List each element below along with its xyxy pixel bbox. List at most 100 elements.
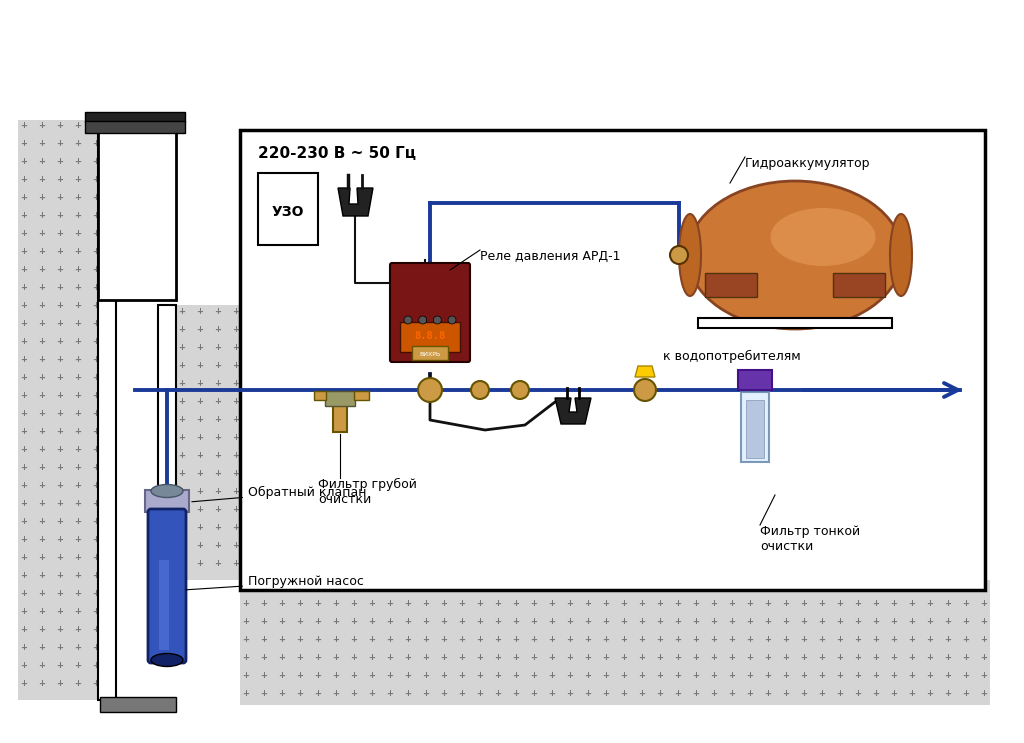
Text: +: + [56,608,63,617]
Text: +: + [197,415,204,424]
Text: +: + [39,302,45,311]
Text: +: + [197,325,204,334]
Text: +: + [782,690,790,698]
Text: +: + [197,432,204,441]
Text: +: + [728,654,735,663]
Text: +: + [891,635,897,644]
Text: +: + [585,600,592,609]
Text: +: + [232,415,240,424]
Text: +: + [20,518,28,527]
Text: +: + [728,635,735,644]
Text: +: + [350,654,357,663]
Ellipse shape [151,484,183,498]
Text: +: + [927,600,934,609]
Text: +: + [39,608,45,617]
Bar [412,346,449,360]
Text: +: + [75,427,82,436]
Text: +: + [908,635,915,644]
Text: Погружной насос: Погружной насос [185,576,364,590]
Text: +: + [56,319,63,328]
Text: +: + [92,374,99,383]
Text: +: + [20,140,28,149]
Text: +: + [92,193,99,203]
Text: +: + [927,582,934,591]
Text: +: + [459,600,466,609]
Text: +: + [161,540,168,550]
Text: +: + [495,600,502,609]
Text: +: + [476,690,483,698]
Ellipse shape [151,654,183,666]
Text: +: + [39,481,45,490]
Text: +: + [963,635,970,644]
Text: +: + [161,559,168,568]
Text: +: + [75,481,82,490]
Text: +: + [944,617,951,626]
Text: +: + [801,654,808,663]
Bar [18,120,98,700]
Text: +: + [161,469,168,478]
Text: +: + [602,617,609,626]
Text: +: + [56,265,63,274]
Text: +: + [837,582,844,591]
Text: +: + [369,672,376,681]
Text: +: + [39,158,45,166]
Text: +: + [692,635,699,644]
Text: +: + [92,230,99,239]
Text: +: + [232,504,240,513]
Text: +: + [981,690,987,698]
Text: +: + [981,672,987,681]
Text: +: + [566,582,573,591]
Text: +: + [297,690,303,698]
Text: +: + [350,672,357,681]
Circle shape [419,316,427,324]
Text: +: + [854,690,861,698]
Text: +: + [314,600,322,609]
Text: +: + [197,450,204,459]
Text: +: + [350,617,357,626]
Text: +: + [854,617,861,626]
Text: +: + [585,654,592,663]
Text: +: + [530,582,538,591]
Text: +: + [530,654,538,663]
Text: +: + [981,600,987,609]
Text: +: + [20,571,28,580]
Text: +: + [56,374,63,383]
Text: +: + [56,302,63,311]
Text: +: + [639,672,645,681]
Text: +: + [39,427,45,436]
Text: +: + [746,600,754,609]
Text: +: + [161,378,168,388]
Text: +: + [818,600,825,609]
Text: +: + [39,518,45,527]
Text: +: + [243,654,250,663]
Text: +: + [243,690,250,698]
Text: +: + [178,522,185,531]
Text: +: + [92,518,99,527]
Text: +: + [404,672,412,681]
Text: +: + [746,635,754,644]
Text: +: + [197,343,204,351]
Text: +: + [178,559,185,568]
Text: +: + [178,504,185,513]
Bar [325,391,355,406]
Text: +: + [260,582,267,591]
Text: +: + [440,617,447,626]
Text: +: + [39,122,45,131]
Text: +: + [56,230,63,239]
Text: +: + [20,374,28,383]
Text: +: + [20,302,28,311]
Text: +: + [92,337,99,346]
Text: +: + [333,617,340,626]
Text: +: + [243,600,250,609]
Text: +: + [639,654,645,663]
Text: +: + [423,690,429,698]
Text: +: + [872,635,880,644]
Text: +: + [20,337,28,346]
Text: +: + [801,690,808,698]
Text: +: + [963,690,970,698]
Text: +: + [56,175,63,184]
Text: +: + [39,464,45,473]
Text: +: + [801,635,808,644]
Text: +: + [39,409,45,418]
Text: +: + [20,158,28,166]
